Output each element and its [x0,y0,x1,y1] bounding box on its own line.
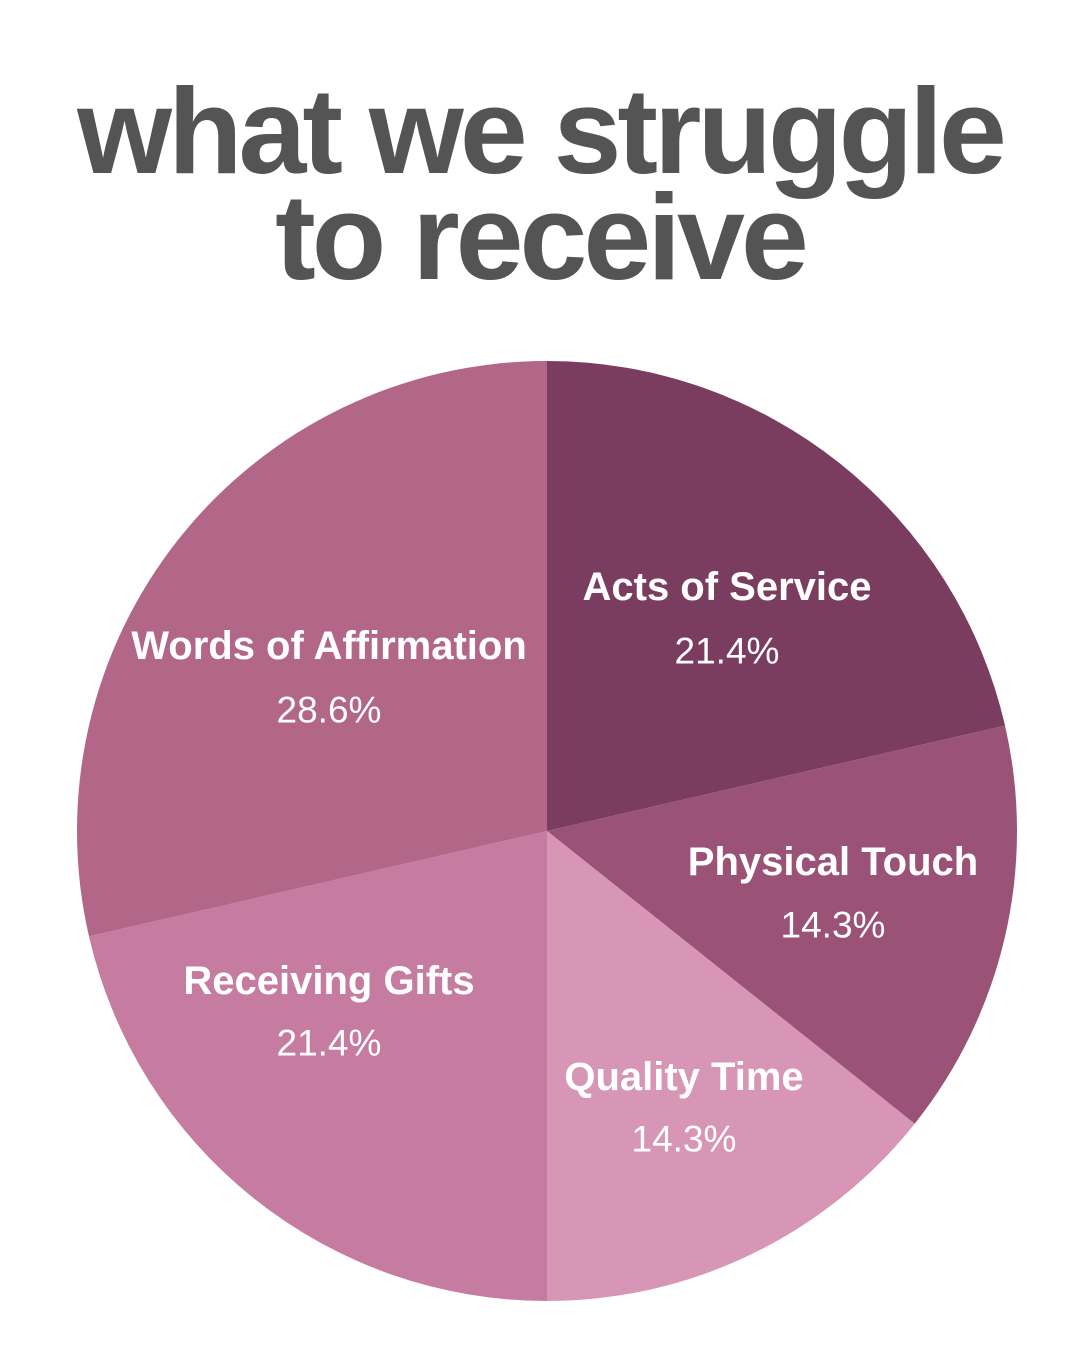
slice-label-receiving-gifts: Receiving Gifts [183,959,474,1003]
slice-value-acts-of-service: 21.4% [675,631,780,672]
slice-label-acts-of-service: Acts of Service [582,565,871,609]
slice-value-quality-time: 14.3% [632,1119,737,1160]
slice-label-words-of-affirmation: Words of Affirmation [131,624,527,668]
slice-value-receiving-gifts: 21.4% [277,1023,382,1064]
pie-slice-acts-of-service [547,361,1006,831]
pie-slice-physical-touch [547,725,1018,1124]
slice-label-quality-time: Quality Time [564,1055,803,1099]
pie-slice-receiving-gifts [88,831,547,1301]
pie-slices [76,360,1018,1301]
pie-slice-quality-time [547,831,915,1301]
chart-title: what we struggle to receive [0,63,1080,305]
pie-labels: Acts of Service 21.4% Physical Touch 14.3% Q… [131,565,978,1160]
pie-slice-words-of-affirmation [76,360,548,937]
title-line-2: to receive [275,169,809,305]
slice-label-physical-touch: Physical Touch [688,840,978,884]
slice-value-physical-touch: 14.3% [781,905,886,946]
title-line-1: what we struggle [77,63,1007,199]
slice-value-words-of-affirmation: 28.6% [277,690,382,731]
